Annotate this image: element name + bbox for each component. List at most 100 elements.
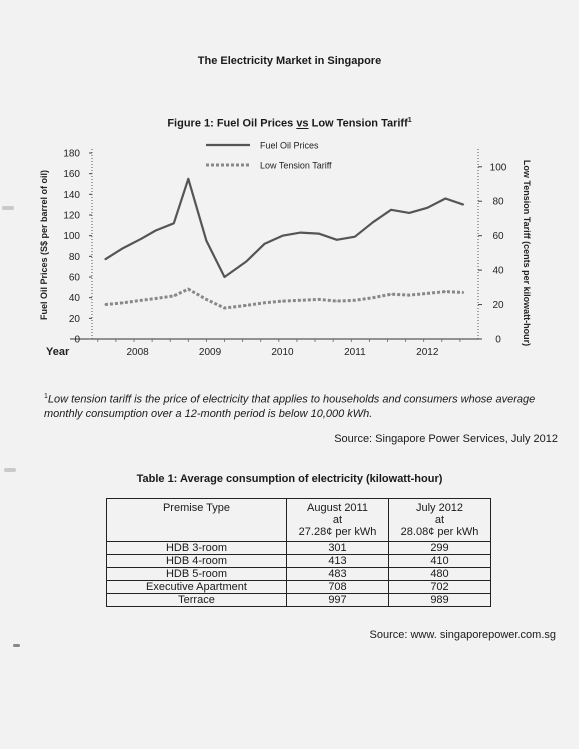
- series-point-0: [372, 221, 374, 223]
- table-header-row: Premise Type August 2011 at 27.28¢ per k…: [106, 498, 491, 542]
- series-point-1: [155, 297, 157, 300]
- series-point-1: [173, 295, 175, 297]
- series-line-0: [104, 177, 464, 279]
- header-line: 28.08¢ per kWh: [400, 526, 479, 538]
- series-point-1: [318, 298, 320, 300]
- figure-title-sup: 1: [407, 117, 412, 124]
- y-left-tick-label: 120: [63, 211, 80, 222]
- scan-mark: [13, 644, 20, 647]
- table-row: Terrace 997 989: [106, 593, 491, 607]
- series-point-0: [390, 209, 392, 211]
- header-premise-type: Premise Type: [106, 498, 287, 542]
- series-point-0: [318, 233, 320, 235]
- series-point-0: [122, 247, 124, 249]
- table-cell: 997: [286, 593, 389, 607]
- table-cell: 480: [388, 567, 491, 581]
- series-point-1: [336, 300, 338, 302]
- header-line: 27.28¢ per kWh: [298, 526, 377, 538]
- y-left-axis-label: Fuel Oil Prices (S$ per barrel of oil): [39, 170, 49, 320]
- y-left-tick-label: 20: [69, 314, 81, 325]
- series-point-1: [462, 291, 465, 294]
- series-line-1: [104, 287, 464, 310]
- figure-title: Figure 1: Fuel Oil Prices vs Low Tension…: [0, 117, 579, 130]
- scan-mark: [2, 206, 14, 210]
- y-right-tick-label: 60: [492, 231, 504, 242]
- series-point-0: [155, 229, 157, 232]
- series-point-1: [263, 302, 265, 304]
- table-cell: 989: [388, 593, 491, 607]
- header-july-2012: July 2012 at 28.08¢ per kWh: [388, 498, 491, 542]
- x-axis-label: Year: [46, 346, 70, 358]
- x-tick-label: 2012: [416, 347, 439, 358]
- series-point-1: [299, 299, 302, 301]
- series-point-0: [299, 231, 302, 234]
- series-point-0: [281, 235, 284, 237]
- series-point-1: [372, 297, 374, 299]
- header-line: August 2011: [307, 502, 368, 514]
- series-point-0: [187, 178, 189, 180]
- x-tick-label: 2010: [271, 347, 294, 358]
- x-tick-label: 2008: [126, 347, 149, 358]
- series-point-1: [205, 298, 208, 300]
- y-left-tick-label: 100: [63, 231, 80, 242]
- header-line: July 2012: [415, 502, 464, 514]
- series-point-0: [426, 207, 428, 209]
- series-point-1: [140, 299, 142, 301]
- series-point-1: [426, 292, 428, 294]
- header-line: at: [434, 514, 445, 526]
- table-cell: HDB 4-room: [106, 554, 287, 568]
- series-point-0: [245, 260, 247, 263]
- table-row: HDB 3-room 301 299: [106, 541, 491, 555]
- series-point-0: [140, 238, 142, 240]
- x-tick-label: 2009: [199, 347, 222, 358]
- table-row: Executive Apartment 708 702: [106, 580, 491, 594]
- table-cell: Executive Apartment: [106, 580, 287, 594]
- table-title: Table 1: Average consumption of electric…: [136, 473, 443, 485]
- header-august-2011: August 2011 at 27.28¢ per kWh: [286, 498, 389, 542]
- document-title: The Electricity Market in Singapore: [197, 55, 382, 67]
- y-left-tick-label: 60: [69, 273, 81, 284]
- source-citation-2: Source: www. singaporepower.com.sg: [369, 629, 556, 641]
- line-chart: Fuel Oil Prices Low Tension Tariff 0 20 40 6…: [39, 141, 532, 359]
- y-left-tick-label: 160: [63, 169, 80, 180]
- figure-title-pre: Figure 1: Fuel Oil Prices: [167, 117, 297, 130]
- y-left-tick-label: 140: [63, 190, 80, 201]
- table-cell: 483: [286, 567, 389, 581]
- y-left-tick-label: 40: [69, 293, 81, 304]
- y-left-tick-label: 180: [63, 149, 80, 160]
- y-right-tick-label: 0: [495, 335, 501, 346]
- legend-label-0: Fuel Oil Prices: [260, 141, 319, 151]
- series-point-1: [390, 293, 392, 295]
- table-cell: HDB 3-room: [106, 541, 287, 555]
- y-right-axis-label: Low Tension Tariff (cents per kilowatt-h…: [522, 160, 532, 346]
- table-cell: 702: [388, 580, 491, 594]
- table-cell: 301: [286, 541, 389, 555]
- series-point-0: [205, 240, 208, 242]
- table-cell: HDB 5-room: [106, 567, 287, 581]
- legend-label-1: Low Tension Tariff: [260, 161, 332, 171]
- consumption-table: Premise Type August 2011 at 27.28¢ per k…: [106, 498, 491, 607]
- series-point-0: [104, 258, 106, 261]
- series-point-0: [173, 222, 175, 224]
- series-point-0: [263, 243, 265, 245]
- y-right-tick-label: 80: [492, 197, 504, 208]
- y-left-tick-label: 80: [69, 252, 81, 263]
- series-point-1: [245, 304, 247, 307]
- series-point-0: [462, 204, 465, 206]
- y-right-tick-label: 40: [492, 266, 504, 277]
- table-cell: 299: [388, 541, 491, 555]
- table-cell: 410: [388, 554, 491, 568]
- series-point-0: [444, 197, 447, 200]
- footnote-sup: 1: [44, 393, 48, 400]
- footnote-text: Low tension tariff is the price of elect…: [44, 393, 536, 420]
- table-cell: 413: [286, 554, 389, 568]
- series-point-1: [281, 300, 284, 302]
- header-line: Premise Type: [162, 502, 231, 514]
- series-point-0: [354, 236, 356, 238]
- table-row: HDB 4-room 413 410: [106, 554, 491, 568]
- table-row: HDB 5-room 483 480: [106, 567, 491, 581]
- figure-title-vs: vs: [296, 117, 309, 130]
- series-point-1: [408, 294, 410, 296]
- y-left-tick-label: 0: [74, 335, 80, 346]
